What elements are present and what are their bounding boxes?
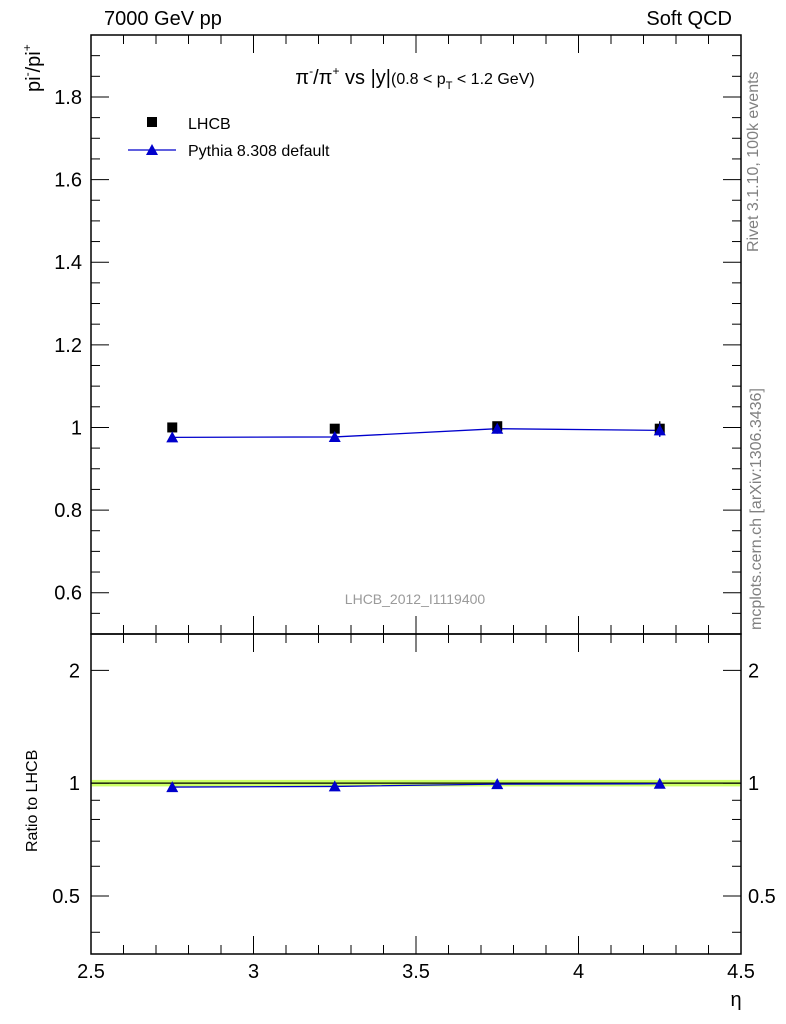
pythia-series-line — [172, 428, 660, 439]
ratio-pythia-line — [172, 783, 660, 788]
main-y-tick-label: 1.6 — [54, 170, 82, 192]
x-tick-label: 2.5 — [77, 961, 105, 983]
legend-lhcb-label: LHCB — [188, 116, 231, 133]
ratio-plot-frame — [90, 633, 742, 955]
main-plot-title: π-/π+ vs |y|(0.8 < pT < 1.2 GeV) — [295, 64, 534, 92]
ratio-pythia-point — [166, 781, 179, 793]
legend-pythia-marker — [146, 144, 158, 155]
ratio-y-tick-label: 2 — [69, 660, 80, 682]
ratio-panel: 0.5 0.5 1 1 2 2 2.5 3 3.5 4 4.5 Ratio to LHCB η — [24, 633, 776, 1011]
pythia-data-point — [166, 431, 179, 443]
main-y-tick-label: 1.4 — [54, 252, 82, 274]
ratio-pythia-point — [328, 780, 341, 792]
pythia-data-point — [653, 424, 666, 436]
main-panel: 0.6 0.8 1 1.2 1.4 1.6 1.8 π-/π+ vs |y|(0.8 < p… — [20, 34, 742, 635]
main-y-tick-label: 1.2 — [54, 335, 82, 357]
x-tick-label: 3.5 — [402, 961, 430, 983]
pythia-data-point — [491, 422, 504, 434]
legend-pythia-label: Pythia 8.308 default — [188, 143, 330, 160]
x-tick-label: 3 — [248, 961, 259, 983]
ratio-y-axis-label: Ratio to LHCB — [24, 750, 41, 852]
main-y-tick-label: 0.6 — [54, 583, 82, 605]
pythia-data-point — [328, 430, 341, 442]
main-y-tick-label: 1.8 — [54, 87, 82, 109]
main-y-axis-label: pi-/pi+ — [20, 44, 45, 92]
ratio-y-tick-label-right: 1 — [748, 773, 759, 795]
legend: LHCB Pythia 8.308 default — [128, 116, 330, 160]
ratio-y-tick-label-right: 0.5 — [748, 886, 776, 908]
legend-lhcb-marker — [147, 117, 157, 127]
ratio-y-tick-label: 0.5 — [52, 886, 80, 908]
ratio-y-tick-label: 1 — [69, 773, 80, 795]
header-right-label: Soft QCD — [646, 8, 732, 30]
lhcb-data-point — [329, 423, 340, 434]
ratio-pythia-point — [491, 778, 504, 790]
analysis-watermark: LHCB_2012_I1119400 — [345, 591, 486, 607]
main-y-tick-label: 1 — [71, 417, 82, 439]
lhcb-data-point — [167, 422, 178, 433]
x-axis-label: η — [730, 989, 741, 1011]
x-tick-label: 4.5 — [727, 961, 755, 983]
header-left-label: 7000 GeV pp — [104, 8, 222, 30]
x-tick-label: 4 — [573, 961, 584, 983]
ratio-y-tick-label-right: 2 — [748, 660, 759, 682]
ratio-pythia-point — [653, 777, 666, 789]
main-y-tick-label: 0.8 — [54, 500, 82, 522]
